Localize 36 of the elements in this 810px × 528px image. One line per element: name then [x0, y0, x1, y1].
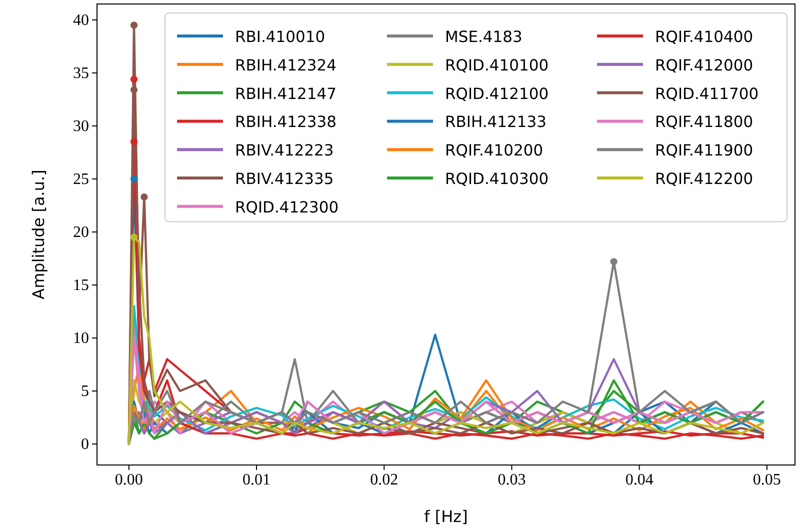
y-tick-label: 40 — [73, 12, 89, 30]
legend-label: MSE.4183 — [445, 28, 522, 46]
y-tick-label: 20 — [73, 224, 89, 242]
legend-label: RQIF.411800 — [655, 113, 754, 132]
legend-label: RQID.410100 — [445, 56, 549, 74]
legend-label: RBIV.412223 — [235, 142, 334, 160]
legend-label: RBIH.412147 — [235, 84, 336, 103]
x-tick-label: 0.04 — [625, 471, 654, 488]
legend-label: RQIF.410400 — [655, 28, 754, 46]
legend-label: RQID.411700 — [655, 84, 759, 103]
y-tick-label: 25 — [73, 171, 89, 188]
legend-label: RQIF.410200 — [445, 142, 544, 160]
y-tick-label: 15 — [73, 277, 89, 294]
y-tick-label: 35 — [73, 65, 89, 82]
legend-label: RQIF.412000 — [655, 56, 754, 74]
legend-label: RBIV.412335 — [235, 170, 334, 188]
legend-label: RBIH.412338 — [235, 113, 336, 132]
legend-label: RBIH.412133 — [445, 113, 546, 132]
x-axis-title: f [Hz] — [424, 507, 468, 526]
legend-label: RBI.410010 — [235, 28, 326, 46]
legend-label: RQID.410300 — [445, 170, 549, 188]
y-tick-label: 10 — [73, 330, 89, 348]
legend-label: RBIH.412324 — [235, 56, 336, 74]
y-tick-label: 0 — [81, 436, 89, 454]
legend-label: RQIF.412200 — [655, 170, 754, 188]
x-tick-label: 0.02 — [370, 471, 398, 488]
legend-label: RQID.412300 — [235, 198, 339, 216]
y-axis-title: Amplitude [a.u.] — [29, 170, 48, 300]
legend-label: RQIF.411900 — [655, 142, 754, 160]
y-tick-label: 5 — [81, 383, 89, 400]
legend-label: RQID.412100 — [445, 84, 549, 103]
x-tick-label: 0.05 — [752, 471, 781, 488]
x-tick-label: 0.00 — [114, 471, 143, 488]
x-tick-label: 0.03 — [498, 471, 526, 488]
x-tick-label: 0.01 — [242, 471, 271, 488]
y-tick-label: 30 — [73, 118, 89, 136]
